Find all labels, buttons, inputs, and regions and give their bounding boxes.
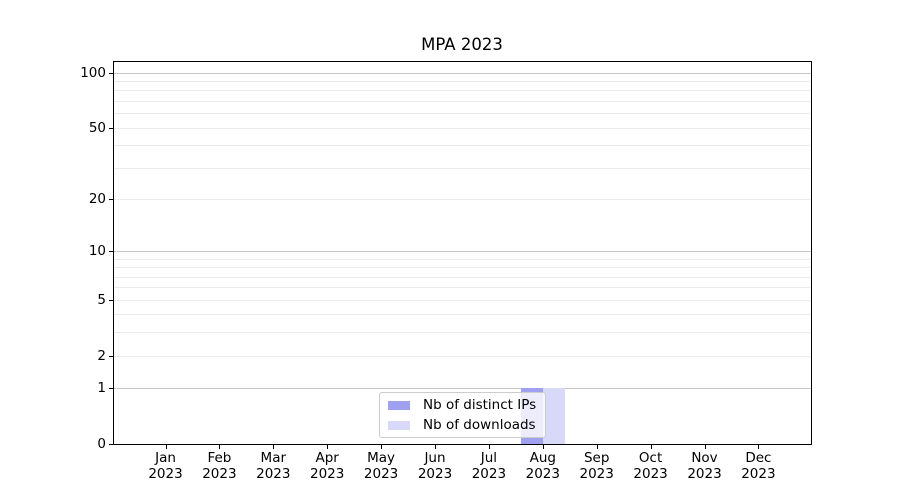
- y-minor-gridline: [114, 258, 811, 260]
- chart-title: MPA 2023: [421, 35, 503, 54]
- x-tick-label-month: Dec: [745, 450, 772, 466]
- y-tick-label: 50: [88, 119, 106, 136]
- y-tick-label: 20: [88, 190, 106, 207]
- y-minor-gridline: [114, 90, 811, 92]
- y-minor-gridline: [114, 127, 811, 129]
- y-tick: [109, 444, 113, 445]
- x-tick-label: May 2023: [349, 450, 413, 482]
- y-tick: [109, 299, 113, 301]
- y-tick: [109, 127, 113, 129]
- x-tick-label-month: Apr: [315, 450, 339, 466]
- x-tick-label-month: Jun: [424, 450, 446, 466]
- y-minor-gridline: [114, 299, 811, 301]
- y-tick: [109, 198, 113, 200]
- x-tick: [488, 445, 490, 449]
- x-tick: [758, 445, 760, 449]
- y-major-gridline: [114, 72, 811, 74]
- x-tick-label: Nov 2023: [673, 450, 737, 482]
- y-minor-gridline: [114, 314, 811, 316]
- y-minor-gridline: [114, 167, 811, 169]
- x-tick-label-year: 2023: [310, 465, 345, 482]
- legend-label: Nb of distinct IPs: [423, 397, 537, 413]
- x-tick: [542, 445, 544, 449]
- legend-row: Nb of downloads: [388, 417, 537, 433]
- x-tick: [219, 445, 221, 449]
- x-tick-label-month: Feb: [207, 450, 232, 466]
- x-tick: [273, 445, 275, 449]
- y-tick-label: 1: [97, 380, 106, 397]
- x-tick-label-year: 2023: [579, 465, 614, 482]
- x-tick-label: Jun 2023: [403, 450, 467, 482]
- y-major-gridline: [114, 388, 811, 390]
- x-tick-label: Mar 2023: [241, 450, 305, 482]
- y-tick: [109, 72, 113, 74]
- legend-swatch-icon: [388, 400, 410, 410]
- y-minor-gridline: [114, 145, 811, 147]
- x-tick-label-year: 2023: [633, 465, 668, 482]
- legend-label: Nb of downloads: [423, 417, 536, 433]
- x-tick-label: Aug 2023: [511, 450, 575, 482]
- x-tick-label-year: 2023: [363, 465, 399, 482]
- x-tick-label-month: Oct: [638, 450, 663, 466]
- y-tick: [109, 251, 113, 252]
- x-tick: [165, 445, 167, 449]
- y-tick-label: 10: [88, 243, 106, 259]
- x-tick-label-month: May: [367, 450, 396, 466]
- y-minor-gridline: [114, 332, 811, 334]
- x-tick-label-month: Mar: [260, 450, 287, 466]
- x-tick-label-month: Sep: [583, 450, 610, 466]
- plot-area: [113, 61, 812, 445]
- x-tick-label-year: 2023: [417, 465, 453, 482]
- x-tick-label-year: 2023: [687, 465, 722, 482]
- y-major-gridline: [114, 251, 811, 252]
- y-minor-gridline: [114, 287, 811, 289]
- x-tick-label-month: Jan: [155, 450, 176, 466]
- y-tick-label: 2: [97, 347, 106, 364]
- y-minor-gridline: [114, 276, 811, 278]
- x-tick-label: Jul 2023: [457, 450, 521, 482]
- x-tick-label-month: Nov: [691, 450, 718, 466]
- y-tick: [109, 355, 113, 357]
- y-minor-gridline: [114, 80, 811, 82]
- x-tick-label-month: Aug: [529, 450, 556, 466]
- y-minor-gridline: [114, 355, 811, 357]
- legend: Nb of distinct IPs Nb of downloads: [379, 392, 546, 438]
- x-tick-label-year: 2023: [202, 465, 237, 482]
- legend-row: Nb of distinct IPs: [388, 397, 537, 413]
- x-tick-label-year: 2023: [256, 465, 291, 482]
- y-minor-gridline: [114, 198, 811, 200]
- x-tick-label: Feb 2023: [187, 450, 251, 482]
- x-tick: [704, 445, 706, 449]
- x-tick: [327, 445, 329, 449]
- y-tick-label: 5: [97, 291, 106, 308]
- y-tick-label: 0: [97, 436, 106, 452]
- x-tick-label-year: 2023: [525, 465, 560, 482]
- x-tick: [435, 445, 436, 449]
- y-tick-label: 100: [80, 64, 106, 81]
- x-tick-label-month: Jul: [480, 450, 498, 466]
- x-tick-label: Sep 2023: [565, 450, 629, 482]
- legend-swatch-icon: [388, 420, 410, 430]
- x-tick-label: Jan 2023: [134, 450, 198, 482]
- x-tick: [381, 445, 383, 449]
- y-minor-gridline: [114, 100, 811, 102]
- x-tick-label-year: 2023: [741, 465, 776, 482]
- x-tick-label-year: 2023: [148, 465, 183, 482]
- x-tick-label-year: 2023: [471, 465, 507, 482]
- x-tick-label: Apr 2023: [295, 450, 359, 482]
- x-tick: [596, 445, 598, 449]
- y-tick: [109, 388, 113, 390]
- x-tick: [650, 445, 652, 449]
- x-tick-label: Oct 2023: [619, 450, 683, 482]
- bar-downloads: [542, 388, 565, 444]
- y-minor-gridline: [114, 267, 811, 269]
- x-tick-label: Dec 2023: [726, 450, 790, 482]
- y-minor-gridline: [114, 113, 811, 115]
